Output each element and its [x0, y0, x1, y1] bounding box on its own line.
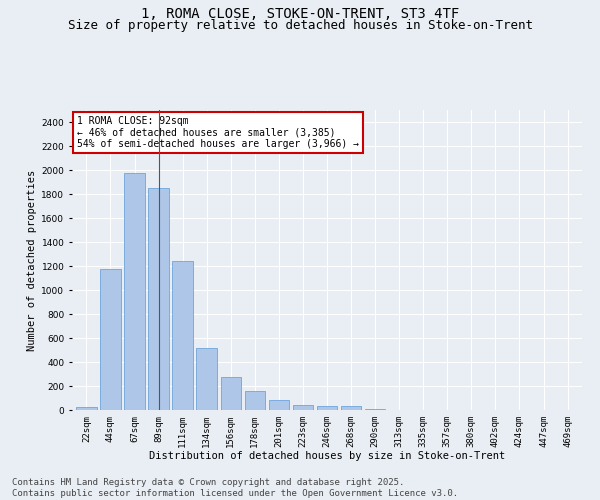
Bar	[196, 348, 217, 410]
Bar	[148, 188, 169, 410]
Bar	[221, 377, 241, 410]
Text: Size of property relative to detached houses in Stoke-on-Trent: Size of property relative to detached ho…	[67, 18, 533, 32]
Y-axis label: Number of detached properties: Number of detached properties	[27, 170, 37, 350]
Bar	[172, 260, 193, 410]
Bar	[124, 173, 145, 410]
Bar	[293, 404, 313, 410]
X-axis label: Distribution of detached houses by size in Stoke-on-Trent: Distribution of detached houses by size …	[149, 452, 505, 462]
Bar	[317, 406, 337, 410]
Text: 1 ROMA CLOSE: 92sqm
← 46% of detached houses are smaller (3,385)
54% of semi-det: 1 ROMA CLOSE: 92sqm ← 46% of detached ho…	[77, 116, 359, 149]
Bar	[365, 409, 385, 410]
Text: 1, ROMA CLOSE, STOKE-ON-TRENT, ST3 4TF: 1, ROMA CLOSE, STOKE-ON-TRENT, ST3 4TF	[141, 8, 459, 22]
Bar	[269, 400, 289, 410]
Bar	[245, 392, 265, 410]
Bar	[100, 269, 121, 410]
Bar	[76, 407, 97, 410]
Bar	[341, 406, 361, 410]
Text: Contains HM Land Registry data © Crown copyright and database right 2025.
Contai: Contains HM Land Registry data © Crown c…	[12, 478, 458, 498]
